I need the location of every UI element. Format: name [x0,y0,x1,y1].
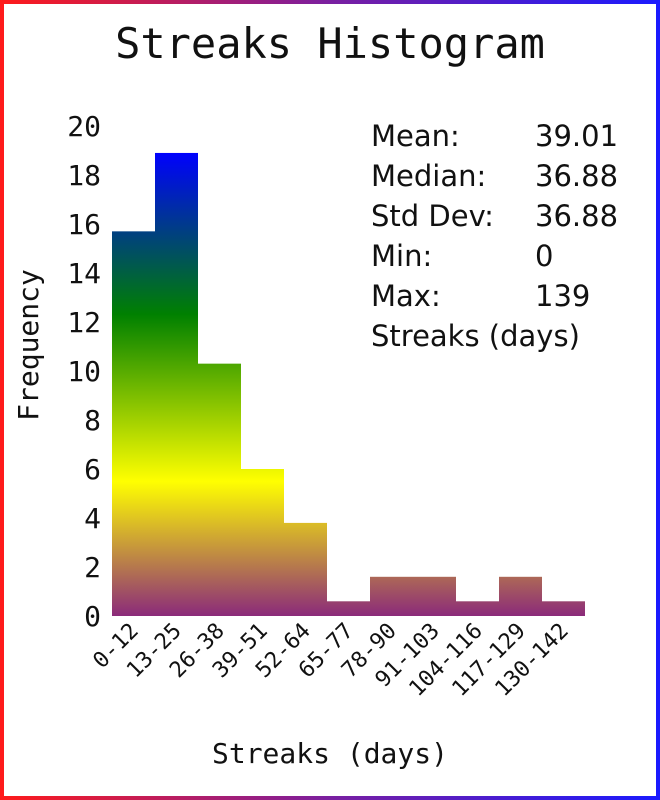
stat-label: Median: [371,159,486,193]
stats-footer: Streaks (days) [371,319,580,353]
y-tick-label: 10 [67,355,101,388]
histogram-bar [456,601,499,616]
stat-value: 36.88 [535,159,618,193]
stat-value: 39.01 [535,119,618,153]
chart-title: Streaks Histogram [115,19,545,68]
histogram-bar [284,522,327,616]
stat-value: 0 [535,239,553,273]
histogram-bar [499,576,542,616]
y-tick-label: 12 [67,306,101,339]
histogram-bar [370,576,413,616]
y-tick-label: 4 [84,502,101,535]
stat-value: 36.88 [535,199,618,233]
y-axis-label: Frequency [12,269,45,421]
stat-label: Min: [371,239,432,273]
y-tick-labels: 0 2 4 6 8 10 12 14 16 18 20 [67,110,101,633]
stat-label: Mean: [371,119,460,153]
stat-value: 139 [535,279,590,313]
y-tick-label: 8 [84,404,101,437]
stats-box: Mean: 39.01 Median: 36.88 Std Dev: 36.88 Min: 0… [371,119,618,313]
histogram-chart: Streaks Histogram Frequency Streaks (day… [12,19,618,770]
stat-label: Std Dev: [371,199,494,233]
histogram-bar [327,601,370,616]
histogram-bar [413,576,456,616]
y-tick-label: 2 [84,551,101,584]
y-tick-label: 16 [67,208,101,241]
y-tick-label: 14 [67,257,101,290]
stat-label: Max: [371,279,441,313]
x-axis-label: Streaks (days) [212,737,448,770]
y-tick-label: 6 [84,453,101,486]
histogram-bars [112,152,585,616]
histogram-bar [155,152,198,616]
histogram-bar [542,601,585,616]
histogram-bar [241,469,284,616]
y-tick-label: 20 [67,110,101,143]
x-tick-labels: 0-1213-2526-3839-5152-6465-7778-9091-103… [89,619,574,702]
y-tick-label: 18 [67,159,101,192]
histogram-bar [198,363,241,616]
y-tick-label: 0 [84,600,101,633]
histogram-bar [112,231,155,616]
